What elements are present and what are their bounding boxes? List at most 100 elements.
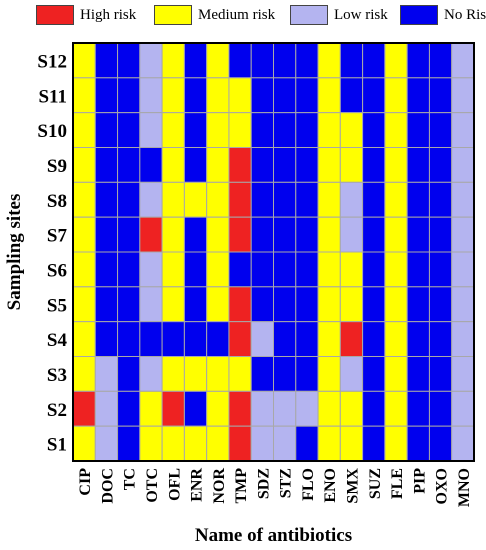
cell-s9-cip [72,147,96,183]
cell-s12-flo [295,42,319,79]
cell-s1-tc [117,425,141,462]
x-tick-tc: TC [122,468,139,490]
cell-s6-stz [273,251,297,288]
cell-s3-nor [206,356,230,392]
cell-s9-otc [139,147,163,183]
cell-s7-cip [72,216,96,253]
y-tick-s8: S8 [47,191,67,212]
cell-s4-nor [206,321,230,358]
cell-s8-flo [295,181,319,218]
cell-s12-ofl [161,42,185,79]
cell-s3-doc [94,356,119,392]
cell-s11-eno [317,77,341,114]
cell-s2-sdz [250,390,275,427]
cell-s10-oxo [428,112,453,148]
cell-s10-smx [339,112,364,148]
cell-s2-pip [406,390,430,427]
x-tick-sdz: SDZ [255,468,272,499]
cell-s7-pip [406,216,430,253]
x-tick-cip: CIP [77,468,94,496]
cell-s12-eno [317,42,341,79]
cell-s3-enr [183,356,208,392]
cell-s5-ofl [161,286,185,323]
legend-item-no-risk: No Risk [400,4,486,26]
x-tick-tmp: TMP [233,468,250,504]
y-tick-s6: S6 [47,260,67,281]
y-tick-s1: S1 [47,435,67,456]
cell-s4-enr [183,321,208,358]
cell-s4-cip [72,321,96,358]
cell-s3-suz [362,356,386,392]
cell-s8-ofl [161,181,185,218]
cell-s4-eno [317,321,341,358]
cell-s6-enr [183,251,208,288]
x-tick-flo: FLO [300,468,317,501]
cell-s1-smx [339,425,364,462]
cell-s8-tc [117,181,141,218]
x-tick-smx: SMX [344,468,361,504]
cell-s5-pip [406,286,430,323]
cell-s9-pip [406,147,430,183]
cell-s4-otc [139,321,163,358]
heatmap-cells [72,42,475,462]
cell-s5-stz [273,286,297,323]
cell-s4-mno [451,321,475,358]
cell-s9-ofl [161,147,185,183]
cell-s4-tmp [228,321,252,358]
cell-s11-enr [183,77,208,114]
cell-s10-flo [295,112,319,148]
cell-s8-tmp [228,181,252,218]
cell-s1-tmp [228,425,252,462]
cell-s9-eno [317,147,341,183]
cell-s7-tmp [228,216,252,253]
cell-s6-doc [94,251,119,288]
cell-s7-stz [273,216,297,253]
cell-s5-mno [451,286,475,323]
cell-s2-doc [94,390,119,427]
cell-s8-smx [339,181,364,218]
cell-s10-tc [117,112,141,148]
cell-s10-eno [317,112,341,148]
cell-s1-suz [362,425,386,462]
cell-s9-tc [117,147,141,183]
cell-s4-sdz [250,321,275,358]
cell-s7-oxo [428,216,453,253]
y-tick-labels: S12 S11 S10 S9 S8 S7 S6 S5 S4 S3 S2 S1 [37,51,67,455]
x-tick-pip: PIP [411,468,428,494]
cell-s7-flo [295,216,319,253]
legend-label-no-risk: No Risk [444,6,486,23]
cell-s7-doc [94,216,119,253]
legend-label-high-risk: High risk [80,6,137,23]
cell-s6-suz [362,251,386,288]
plot-frame [72,42,475,462]
cell-s11-stz [273,77,297,114]
y-tick-s12: S12 [37,51,67,72]
cell-s10-suz [362,112,386,148]
cell-s5-otc [139,286,163,323]
x-tick-labels: CIP DOC TC OTC OFL ENR NOR TMP SDZ STZ FLO ENO SMX SU… [77,468,473,508]
cell-s2-ofl [161,390,185,427]
cell-s10-fle [384,112,408,148]
x-tick-nor: NOR [211,468,228,504]
legend-label-medium-risk: Medium risk [198,6,276,23]
cell-s2-mno [451,390,475,427]
cell-s5-tmp [228,286,252,323]
cell-s7-smx [339,216,364,253]
x-tick-mno: MNO [456,468,473,507]
cell-s11-pip [406,77,430,114]
cell-s3-pip [406,356,430,392]
cell-s1-sdz [250,425,275,462]
cell-s1-eno [317,425,341,462]
cell-s10-ofl [161,112,185,148]
cell-s7-enr [183,216,208,253]
cell-s7-suz [362,216,386,253]
cell-s11-nor [206,77,230,114]
cell-s5-oxo [428,286,453,323]
cell-s11-tmp [228,77,252,114]
cell-s2-oxo [428,390,453,427]
x-tick-ofl: OFL [166,468,183,501]
cell-s4-ofl [161,321,185,358]
cell-s12-otc [139,42,163,79]
cell-s8-enr [183,181,208,218]
cell-s11-oxo [428,77,453,114]
